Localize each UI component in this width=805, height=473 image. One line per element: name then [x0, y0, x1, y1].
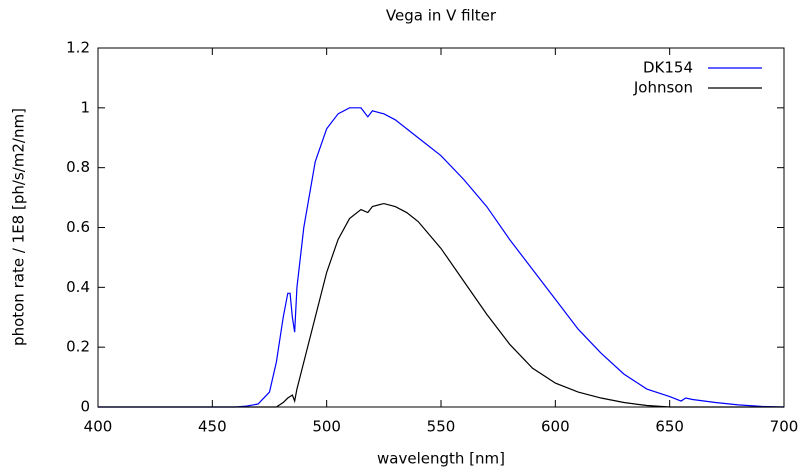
x-tick-label: 500: [312, 418, 341, 436]
x-tick-label: 700: [770, 418, 799, 436]
series-line: [98, 202, 784, 408]
legend-label: Johnson: [633, 79, 693, 97]
x-tick-label: 650: [655, 418, 684, 436]
y-tick-label: 1: [80, 98, 90, 116]
x-axis-label: wavelength [nm]: [377, 450, 505, 468]
plot-frame: [97, 47, 785, 408]
series-line: [98, 107, 785, 408]
x-tick-label: 400: [84, 418, 113, 436]
y-tick-label: 0.2: [66, 338, 90, 356]
y-tick-label: 0.4: [66, 278, 90, 296]
y-tick-label: 1.2: [66, 39, 90, 57]
x-tick-label: 550: [427, 418, 456, 436]
y-tick-label: 0.6: [66, 218, 90, 236]
legend-label: DK154: [643, 59, 693, 77]
y-tick-label: 0: [80, 398, 90, 416]
y-axis-label: photon rate / 1E8 [ph/s/m2/nm]: [10, 108, 28, 346]
y-tick-label: 0.8: [66, 158, 90, 176]
x-tick-label: 450: [198, 418, 227, 436]
chart-title: Vega in V filter: [386, 7, 497, 25]
x-tick-label: 600: [541, 418, 570, 436]
